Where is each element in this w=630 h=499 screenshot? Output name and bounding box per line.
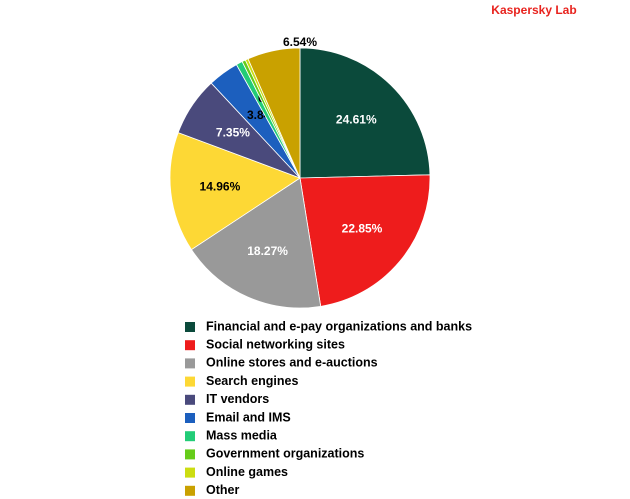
legend-label: Email and IMS	[206, 410, 291, 424]
legend-swatch	[185, 358, 195, 369]
legend-label: Financial and e-pay organizations and ba…	[206, 319, 472, 333]
legend-label: Social networking sites	[206, 337, 345, 351]
pie-slice	[247, 47, 301, 179]
pie-slice	[299, 47, 431, 179]
pie-slice	[190, 177, 322, 309]
data-label: 22.85%	[342, 222, 383, 236]
data-label: 24.61%	[336, 112, 377, 126]
legend-swatch	[185, 376, 195, 387]
legend-label: IT vendors	[206, 392, 269, 406]
legend-label: Government organizations	[206, 447, 364, 461]
pie-slice	[299, 174, 431, 307]
data-label: 6.54%	[283, 35, 317, 49]
legend-swatch	[185, 449, 195, 460]
legend-swatch	[185, 340, 195, 351]
chart-title: Kaspersky Lab	[491, 3, 576, 17]
legend-label: Search engines	[206, 374, 298, 388]
legend-swatch	[185, 431, 195, 442]
legend-swatch	[185, 322, 195, 332]
legend-swatch	[185, 467, 195, 478]
pie-slice	[169, 132, 301, 251]
data-label: 18.27%	[247, 244, 288, 258]
legend-label: Mass media	[206, 428, 278, 442]
legend-label: Online games	[206, 465, 288, 479]
data-label: 14.96%	[200, 179, 241, 193]
legend-swatch	[185, 413, 195, 423]
legend-label: Online stores and e-auctions	[206, 356, 378, 370]
legend-swatch	[185, 485, 195, 496]
legend-label: Other	[206, 483, 239, 497]
legend-swatch	[185, 394, 195, 405]
data-label: 7.35%	[216, 125, 250, 139]
